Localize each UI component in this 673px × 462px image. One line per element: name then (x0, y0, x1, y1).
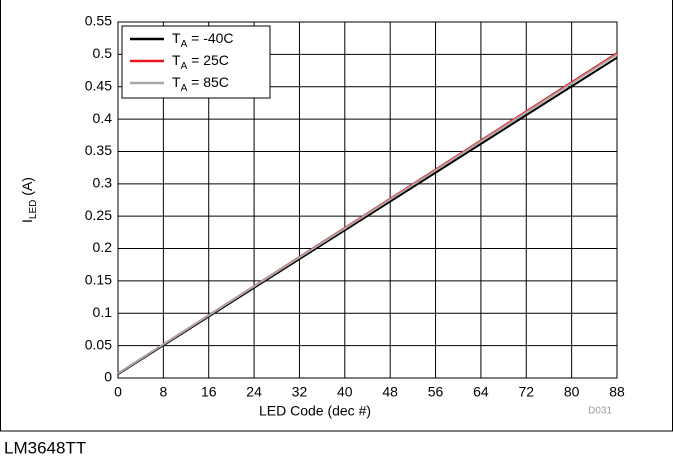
x-tick-label: 0 (114, 384, 122, 400)
x-tick-label: 88 (609, 384, 625, 400)
plot-border (117, 21, 618, 379)
y-tick-label: 0.3 (93, 175, 113, 191)
x-tick-label: 64 (473, 384, 489, 400)
x-tick-label: 16 (201, 384, 217, 400)
x-tick-label: 40 (337, 384, 353, 400)
figure-id: D031 (588, 406, 612, 417)
legend-label: TA = -40C (172, 30, 234, 50)
x-tick-label: 80 (564, 384, 580, 400)
y-tick-label: 0.5 (93, 45, 113, 61)
x-tick-label: 72 (518, 384, 534, 400)
series-line (117, 53, 618, 375)
y-tick-label: 0 (104, 369, 112, 385)
x-tick-label: 8 (159, 384, 167, 400)
x-tick-label: 56 (428, 384, 444, 400)
y-tick-label: 0.15 (85, 272, 112, 288)
y-tick-label: 0.35 (85, 142, 112, 158)
x-axis-label: LED Code (dec #) (259, 403, 371, 419)
x-tick-label: 32 (292, 384, 308, 400)
y-tick-label: 0.4 (93, 110, 113, 126)
y-axis-label: ILED (A) (19, 177, 39, 223)
legend-label: TA = 85C (172, 74, 229, 94)
y-tick-label: 0.1 (93, 304, 113, 320)
y-tick-label: 0.05 (85, 336, 112, 352)
legend-label: TA = 25C (172, 52, 229, 72)
y-tick-label: 0.25 (85, 207, 112, 223)
x-tick-label: 48 (382, 384, 398, 400)
caption: LM3648TT (4, 438, 86, 457)
y-tick-label: 0.2 (93, 239, 113, 255)
x-tick-label: 24 (246, 384, 262, 400)
y-tick-label: 0.45 (85, 77, 112, 93)
y-tick-label: 0.55 (85, 13, 112, 29)
